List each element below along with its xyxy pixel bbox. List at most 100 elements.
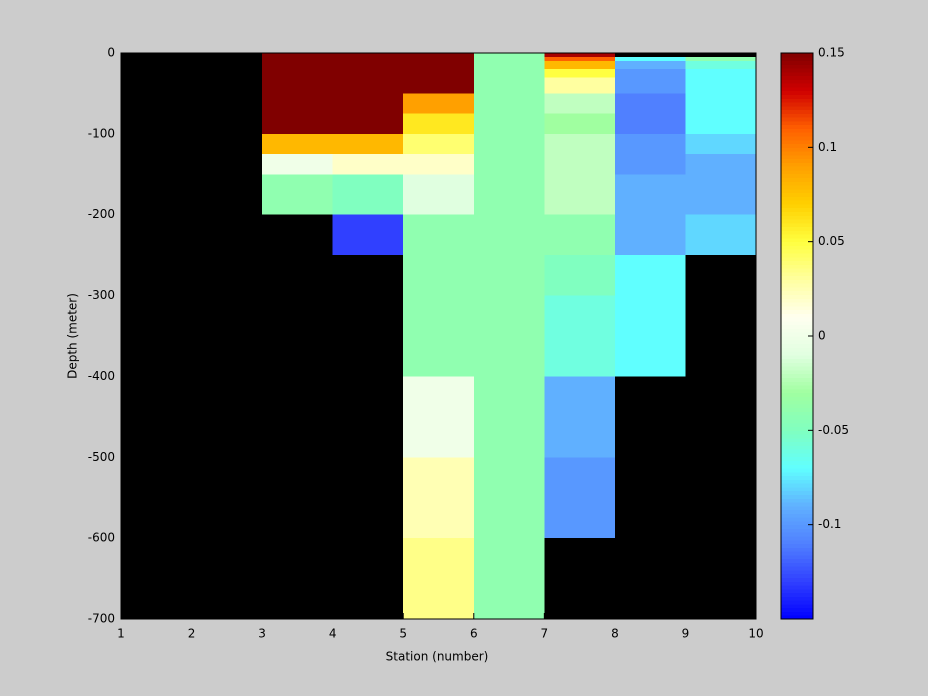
colorbar-band [781, 317, 813, 322]
x-tick-label: 4 [329, 627, 337, 641]
colorbar-band [781, 328, 813, 333]
colorbar-band [781, 71, 813, 77]
heatmap-cell [262, 69, 333, 78]
colorbar-band [781, 385, 813, 390]
heatmap-cell [544, 376, 615, 458]
colorbar-band [781, 505, 813, 511]
colorbar-band [781, 502, 813, 507]
colorbar-band [781, 596, 813, 601]
heatmap-cell [403, 376, 474, 458]
colorbar-band [781, 347, 813, 352]
heatmap-cell [544, 174, 615, 215]
colorbar-band [781, 422, 813, 428]
heatmap-cell [403, 154, 474, 175]
colorbar-band [781, 260, 813, 265]
colorbar-band [781, 252, 813, 258]
colorbar-band [781, 562, 813, 567]
heatmap-cell [614, 57, 686, 62]
colorbar-band [781, 577, 813, 582]
colorbar-band [781, 136, 813, 141]
colorbar-band [781, 169, 813, 175]
colorbar-band [781, 158, 813, 163]
heatmap-cell [403, 77, 474, 94]
colorbar-band [781, 539, 813, 545]
colorbar-band [781, 177, 813, 182]
colorbar-tick-label: -0.1 [818, 517, 841, 531]
colorbar-band [781, 294, 813, 299]
heatmap-cell [473, 93, 545, 114]
x-tick-label: 5 [399, 627, 407, 641]
heatmap-cell [403, 295, 474, 377]
colorbar-band [781, 64, 813, 69]
heatmap-cell [403, 538, 474, 619]
colorbar-band [781, 373, 813, 379]
colorbar-band [781, 532, 813, 537]
colorbar-band [781, 479, 813, 484]
colorbar-band [781, 528, 813, 533]
y-tick-label: -100 [88, 126, 115, 140]
colorbar-band [781, 468, 813, 473]
colorbar-band [781, 320, 813, 326]
colorbar-band [781, 426, 813, 431]
colorbar-band [781, 517, 813, 522]
colorbar-band [781, 407, 813, 412]
heatmap-cell [332, 214, 404, 256]
heatmap-cell [614, 133, 686, 155]
colorbar-band [781, 286, 813, 292]
colorbar-band [781, 181, 813, 186]
heatmap-cell [262, 154, 333, 175]
colorbar-band [781, 430, 813, 435]
heatmap-cell [403, 69, 474, 78]
heatmap-cell [544, 113, 615, 134]
heatmap-cell [473, 154, 545, 175]
colorbar-band [781, 449, 813, 454]
heatmap-cell [403, 93, 474, 114]
colorbar-band [781, 207, 813, 212]
colorbar-band [781, 53, 813, 58]
colorbar-band [781, 173, 813, 179]
colorbar-band [781, 117, 813, 122]
colorbar-band [781, 547, 813, 552]
colorbar-band [781, 381, 813, 386]
colorbar-band [781, 94, 813, 99]
heatmap-cell [262, 93, 333, 114]
colorbar-band [781, 354, 813, 360]
colorbar-band [781, 486, 813, 492]
colorbar-band [781, 339, 813, 345]
heatmap-cell [403, 61, 474, 70]
heatmap-cell [332, 57, 404, 62]
colorbar-band [781, 388, 813, 394]
heatmap-cell [685, 154, 756, 175]
heatmap-cell [544, 295, 615, 377]
heatmap-cell [473, 61, 545, 70]
heatmap-cell [473, 255, 545, 296]
colorbar-band [781, 68, 813, 73]
colorbar-band [781, 109, 813, 114]
colorbar-band [781, 464, 813, 469]
heatmap-cell [332, 133, 404, 155]
colorbar-band [781, 162, 813, 167]
heatmap-cell [473, 53, 545, 58]
heatmap-cell [685, 174, 756, 215]
colorbar-band [781, 147, 813, 152]
colorbar-band [781, 573, 813, 578]
heatmap-cell [685, 57, 756, 62]
x-tick-label: 1 [117, 627, 125, 641]
y-tick-label: -600 [88, 531, 115, 545]
colorbar-band [781, 105, 813, 111]
x-tick-label: 9 [682, 627, 690, 641]
heatmap-cell [473, 77, 545, 94]
colorbar-band [781, 56, 813, 62]
colorbar-band [781, 268, 813, 273]
heatmap-cell [685, 77, 756, 94]
colorbar-band [781, 264, 813, 269]
heatmap-cell [262, 61, 333, 70]
heatmap-cell [403, 457, 474, 539]
colorbar-band [781, 483, 813, 488]
colorbar-band [781, 607, 813, 612]
x-tick-label: 6 [470, 627, 478, 641]
x-tick-label: 2 [188, 627, 196, 641]
colorbar-band [781, 305, 813, 311]
colorbar-band [781, 151, 813, 156]
colorbar-band [781, 79, 813, 84]
